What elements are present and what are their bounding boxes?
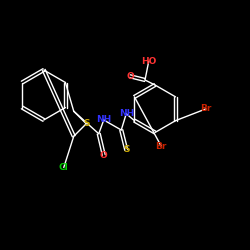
Text: Br: Br [156,142,167,151]
Text: S: S [83,119,89,128]
Text: NH: NH [96,116,112,124]
Text: Cl: Cl [59,163,69,172]
Text: NH: NH [119,109,134,118]
Text: S: S [123,146,130,154]
Text: HO: HO [141,57,156,66]
Text: O: O [126,72,134,81]
Text: O: O [100,150,108,160]
Text: Br: Br [200,104,212,113]
